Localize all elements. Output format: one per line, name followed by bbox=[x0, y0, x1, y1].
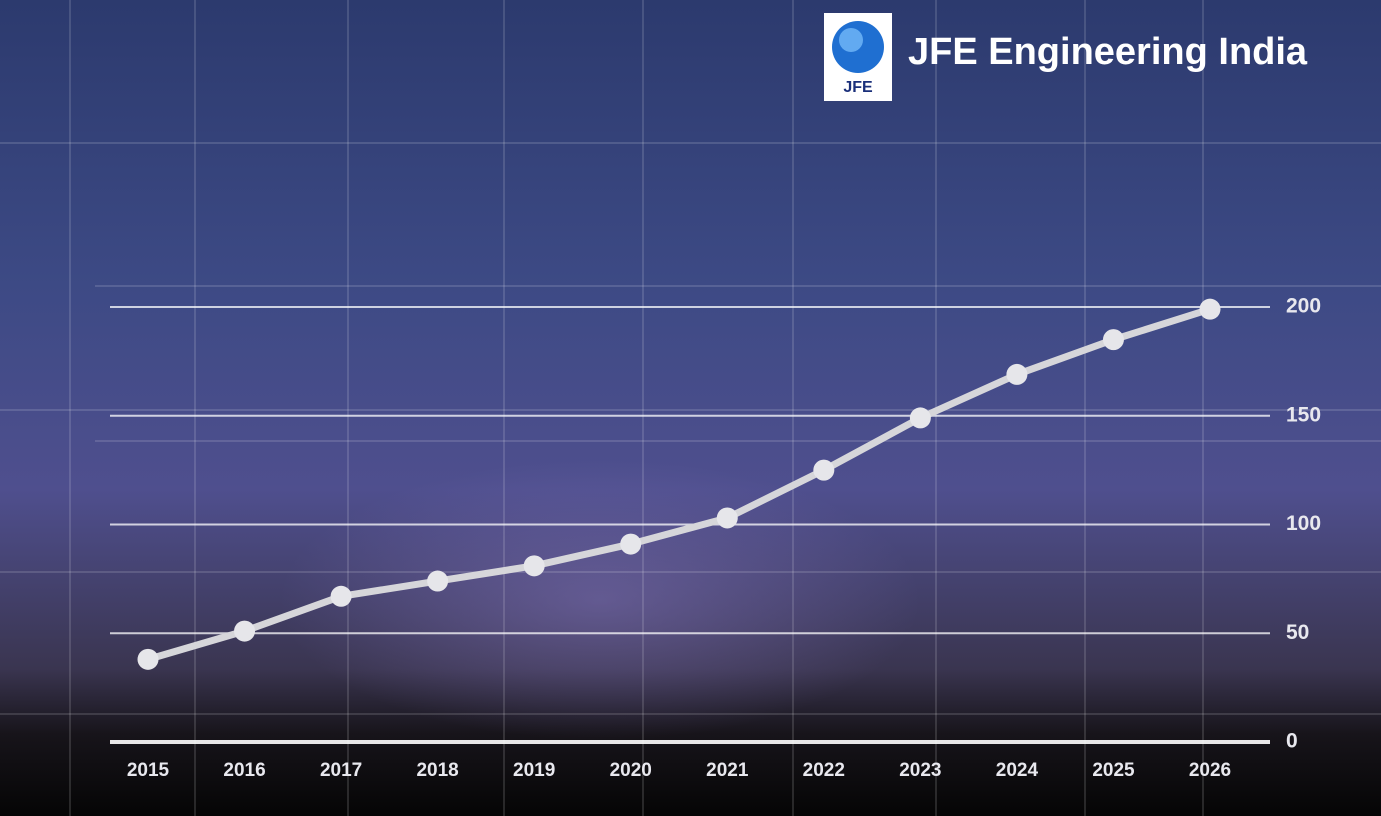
y-tick-label: 150 bbox=[1286, 403, 1321, 426]
logo-text: JFE bbox=[843, 79, 873, 96]
x-tick-label: 2026 bbox=[1189, 760, 1231, 781]
x-tick-label: 2024 bbox=[996, 760, 1039, 781]
x-tick-label: 2019 bbox=[513, 760, 555, 781]
y-tick-label: 50 bbox=[1286, 621, 1309, 644]
brand-name: JFE Engineering India bbox=[908, 31, 1308, 73]
data-point bbox=[813, 459, 835, 481]
x-tick-label: 2017 bbox=[320, 760, 362, 781]
y-tick-label: 100 bbox=[1286, 512, 1321, 535]
background-glow bbox=[280, 460, 920, 740]
data-point bbox=[427, 570, 449, 592]
data-point bbox=[620, 533, 642, 555]
x-tick-label: 2022 bbox=[803, 760, 845, 781]
data-point bbox=[330, 585, 352, 607]
data-point bbox=[716, 507, 738, 529]
data-point bbox=[137, 648, 159, 670]
x-tick-label: 2018 bbox=[416, 760, 458, 781]
logo-highlight bbox=[839, 28, 863, 52]
data-point bbox=[1199, 298, 1221, 320]
data-point bbox=[909, 407, 931, 429]
data-point bbox=[523, 555, 545, 577]
data-line bbox=[144, 305, 1214, 663]
data-point bbox=[1006, 363, 1028, 385]
data-point bbox=[1102, 329, 1124, 351]
y-tick-label: 200 bbox=[1286, 295, 1321, 318]
x-tick-label: 2023 bbox=[899, 760, 941, 781]
x-tick-label: 2025 bbox=[1092, 760, 1135, 781]
x-tick-label: 2015 bbox=[127, 760, 170, 781]
x-tick-label: 2020 bbox=[610, 760, 652, 781]
data-point bbox=[234, 620, 256, 642]
x-tick-label: 2016 bbox=[223, 760, 265, 781]
x-tick-label: 2021 bbox=[706, 760, 749, 781]
y-tick-label: 0 bbox=[1286, 730, 1298, 753]
